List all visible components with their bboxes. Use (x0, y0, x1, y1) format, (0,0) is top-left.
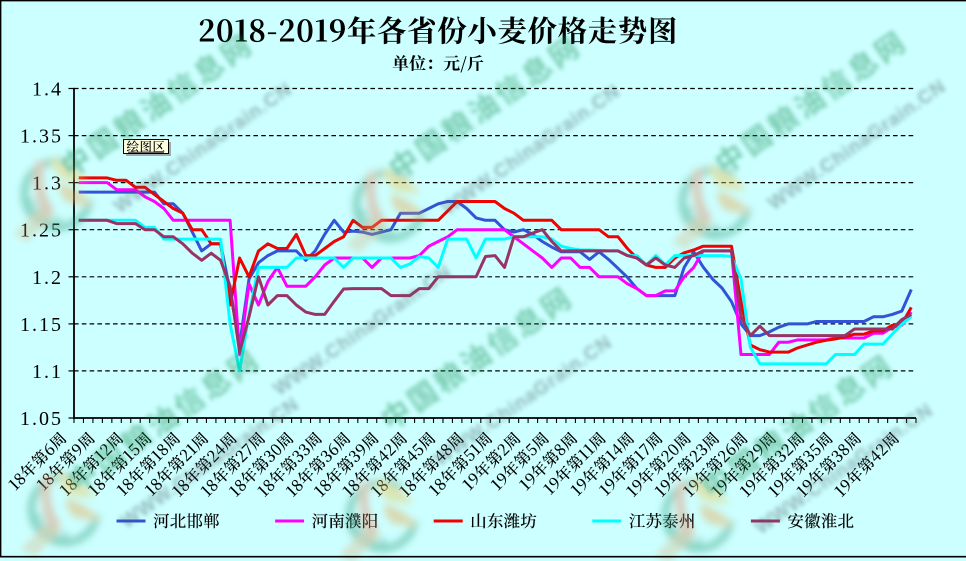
svg-text:1.35: 1.35 (20, 126, 63, 148)
svg-text:1.15: 1.15 (20, 314, 63, 336)
svg-text:1.05: 1.05 (20, 408, 63, 430)
svg-text:1.2: 1.2 (32, 267, 63, 289)
svg-text:1.1: 1.1 (32, 361, 63, 383)
svg-text:1.4: 1.4 (32, 79, 63, 101)
